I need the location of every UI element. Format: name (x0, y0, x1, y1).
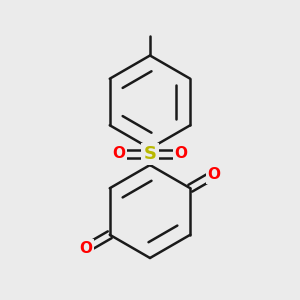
Text: O: O (79, 241, 92, 256)
Text: O: O (112, 146, 126, 161)
Text: O: O (174, 146, 188, 161)
Text: S: S (143, 145, 157, 163)
Text: O: O (208, 167, 221, 182)
